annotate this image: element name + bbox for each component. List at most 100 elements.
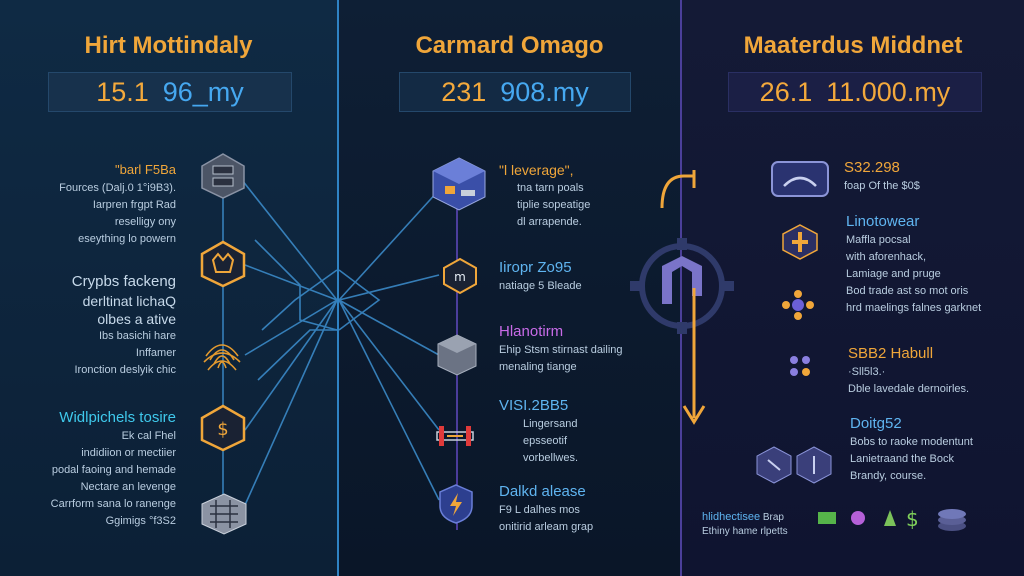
right-block-4-line: Lanietraand the Bock <box>850 453 954 465</box>
left-block-3-heading: Widlpichels tosire <box>59 409 176 426</box>
hex-pair-icon <box>756 446 832 484</box>
right-block-1-line: foap Of the $0$ <box>844 180 920 192</box>
left-block-2-line: Inffamer <box>135 347 176 359</box>
middle-block-3-heading: Hlanotirm <box>499 323 564 340</box>
middle-block-5-heading: Dalkd alease <box>499 483 586 500</box>
right-block-3-heading: SBB2 Habull <box>848 345 934 362</box>
middle-block-1-line: dl arrapende. <box>517 216 582 228</box>
right-block-4-line: Bobs to raoke modentunt <box>850 436 973 448</box>
right-block-2-line: hrd maelings falnes garknet <box>846 302 982 314</box>
right-block-5-heading: hlidhectisee <box>702 511 761 523</box>
left-panel-title: Hirt Mottindaly <box>84 32 253 59</box>
left-network-lines <box>222 179 338 510</box>
right-stat-box: 26.1 11.000.my <box>728 72 982 112</box>
arrow-curve-icon <box>660 170 706 425</box>
right-block-5: hlidhectisee Brap Ethiny hame rlpetts <box>702 510 832 539</box>
left-block-2-line: Ibs basichi hare <box>98 330 176 342</box>
right-block-2-line: with aforenhack, <box>846 251 927 263</box>
right-block-2-heading: Linotowear <box>846 213 920 230</box>
coin-dots-icon <box>790 356 810 376</box>
left-block-2-heading: Crypbs fackeng <box>71 273 176 290</box>
right-block-3: SBB2 Habull ·Sll5l3.· Dble lavedale dern… <box>848 344 1018 398</box>
hex-dollar-icon: $ <box>200 404 246 452</box>
left-block-1-line: Fources (Dalj.0 1°i9B3). <box>59 182 176 194</box>
svg-text:$: $ <box>217 419 228 440</box>
middle-block-3-line: menaling tiange <box>499 361 577 373</box>
device-icon <box>771 161 829 197</box>
right-panel: Maaterdus Middnet 26.1 11.000.my <box>630 0 1024 576</box>
left-stat-box: 15.1 96_my <box>48 72 292 112</box>
fingerprint-icon <box>203 344 241 371</box>
coin-stack-icon <box>938 509 966 531</box>
right-block-1-heading: S32.298 <box>844 159 900 176</box>
left-stat-a: 15.1 <box>96 76 149 107</box>
middle-block-2-heading: Iiropr Zo95 <box>499 259 572 276</box>
middle-block-4-heading: VISI.2BB5 <box>499 397 569 414</box>
right-panel-title: Maaterdus Middnet <box>743 32 963 59</box>
shield-bolt-icon <box>439 484 473 524</box>
left-block-2-line: Ironction deslyik chic <box>74 364 177 376</box>
right-block-2-line: Maffla pocsal <box>846 234 911 246</box>
right-stat-a: 26.1 <box>759 76 813 107</box>
left-block-3-line: Ek cal Fhel <box>121 430 176 442</box>
left-block-2-line: olbes a ative <box>97 311 176 327</box>
left-panel: Hirt Mottindaly 15.1 96_my "barl F5Ba Fo… <box>0 0 338 576</box>
right-block-2-line: Bod trade ast so mot oris <box>846 285 969 297</box>
right-block-4-heading: Doitg52 <box>850 415 902 432</box>
icon-row: $ <box>818 507 966 531</box>
flower-dots-icon <box>782 290 814 320</box>
right-block-3-line: Dble lavedale dernoirles. <box>848 383 970 395</box>
hex-m-icon: m <box>443 257 477 295</box>
middle-block-3: Hlanotirm Ehip Stsm stirnast dailing men… <box>499 322 674 376</box>
middle-stat-b: 908.my <box>500 76 589 107</box>
left-block-1-line: reselligy ony <box>114 216 176 228</box>
bridge-icon <box>436 426 474 446</box>
middle-block-2-line: natiage 5 Bleade <box>499 280 582 292</box>
middle-stat-a: 231 <box>441 76 487 107</box>
middle-block-4-line: vorbellwes. <box>523 452 579 464</box>
left-block-1: "barl F5Ba Fources (Dalj.0 1°i9B3). Iarp… <box>36 160 176 248</box>
right-block-5-heading-row: hlidhectisee Brap <box>702 510 832 525</box>
right-block-2: Linotowear Maffla pocsal with aforenhack… <box>846 212 1018 317</box>
middle-panel: Carmard Omago 231 908.my m <box>338 0 680 576</box>
left-stat-b: 96_my <box>162 76 244 107</box>
right-block-5-line: Ethiny hame rlpetts <box>702 526 788 537</box>
server-cube-icon <box>201 153 245 199</box>
left-block-3-line: Nectare an levenge <box>80 481 176 493</box>
right-block-3-line: ·Sll5l3.· <box>848 366 886 378</box>
right-block-2-line: Lamiage and pruge <box>846 268 941 280</box>
right-divider <box>680 0 682 576</box>
left-block-1-heading: "barl F5Ba <box>115 162 176 177</box>
left-block-3-line: Ggimigs °f3S2 <box>105 515 176 527</box>
dollar-icon: $ <box>906 507 919 531</box>
middle-block-4: VISI.2BB5 Lingersand epsseotif vorbellwe… <box>499 396 669 467</box>
middle-block-1-line: tiplie sopeatige <box>517 199 591 211</box>
crypto-cube-icon <box>432 157 486 211</box>
left-block-2-line: derltinat lichaQ <box>82 293 176 309</box>
middle-stat-box: 231 908.my <box>399 72 631 112</box>
middle-block-1: "l leverage", tna tarn poals tiplie sope… <box>499 160 669 231</box>
left-block-3-line: indidiion or mectiier <box>81 447 176 459</box>
hex-cross-icon <box>782 224 818 260</box>
middle-block-1-line: tna tarn poals <box>517 182 584 194</box>
middle-block-5-line: F9 L dalhes mos <box>499 504 580 516</box>
circuit-chip-icon <box>201 493 247 535</box>
middle-block-4-line: epsseotif <box>523 435 568 447</box>
gear-logo-icon <box>630 238 734 334</box>
middle-block-4-line: Lingersand <box>523 418 578 430</box>
left-block-3-line: Carrform sana lo ranenge <box>50 498 176 510</box>
right-block-4-line: Brandy, course. <box>850 470 927 482</box>
hex-fox-icon <box>200 240 246 288</box>
right-block-4: Doitg52 Bobs to raoke modentunt Lanietra… <box>850 414 1020 485</box>
left-block-1-line: Iarpren frgpt Rad <box>92 199 176 211</box>
middle-block-2: Iiropr Zo95 natiage 5 Bleade <box>499 258 669 295</box>
right-stat-b: 11.000.my <box>826 76 951 107</box>
middle-block-3-line: Ehip Stsm stirnast dailing <box>499 344 623 356</box>
left-block-3-line: podal faoing and hemade <box>51 464 176 476</box>
right-block-5-line: Brap <box>762 512 784 523</box>
server-block-icon <box>437 334 477 376</box>
left-block-2: Crypbs fackeng derltinat lichaQ olbes a … <box>36 272 176 379</box>
middle-block-1-heading: "l leverage", <box>499 162 574 178</box>
left-block-3: Widlpichels tosire Ek cal Fhel indidiion… <box>36 408 176 530</box>
middle-panel-title: Carmard Omago <box>415 32 604 59</box>
